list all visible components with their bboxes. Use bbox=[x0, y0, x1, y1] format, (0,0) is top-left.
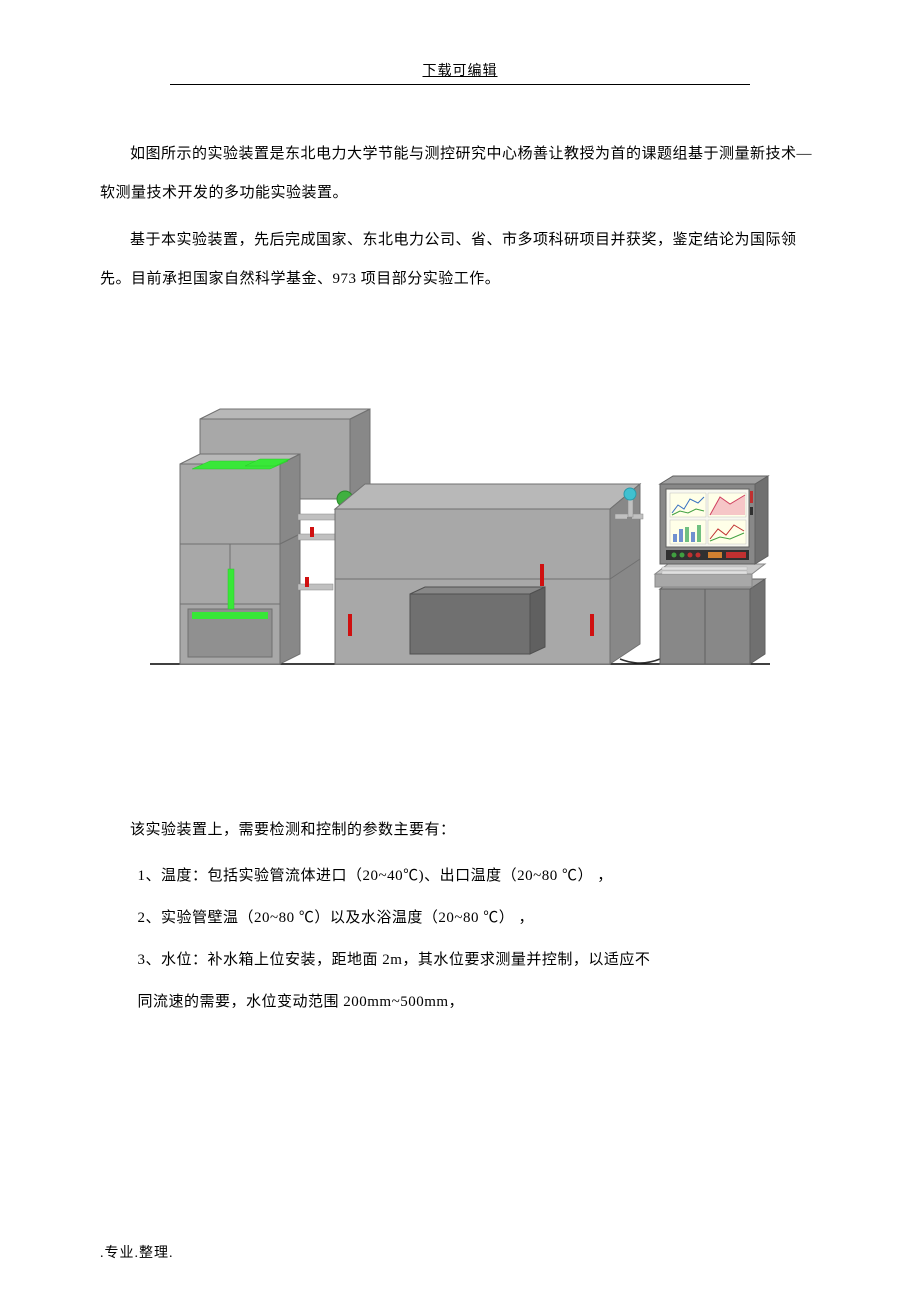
figure-container bbox=[100, 369, 820, 689]
paragraph-1: 如图所示的实验装置是东北电力大学节能与测控研究中心杨善让教授为首的课题组基于测量… bbox=[100, 135, 820, 213]
equipment-diagram bbox=[150, 369, 770, 689]
control-console bbox=[655, 476, 768, 664]
header-underline bbox=[170, 84, 750, 85]
params-intro: 该实验装置上，需要检测和控制的参数主要有： bbox=[100, 809, 820, 851]
page-footer: .专业.整理. bbox=[100, 1242, 174, 1262]
param-item-3: 3、水位：补水箱上位安装，距地面 2m，其水位要求测量并控制，以适应不 bbox=[105, 939, 821, 981]
left-lower-section bbox=[180, 534, 300, 664]
param-continuation: 同流速的需要，水位变动范围 200mm~500mm， bbox=[100, 981, 820, 1023]
main-machine bbox=[335, 484, 640, 664]
page-header: 下载可编辑 bbox=[100, 60, 820, 80]
param-item-2: 2、实验管壁温（20~80 ℃）以及水浴温度（20~80 ℃） ， bbox=[105, 897, 821, 939]
paragraph-2: 基于本实验装置，先后完成国家、东北电力公司、省、市多项科研项目并获奖，鉴定结论为… bbox=[100, 221, 820, 299]
param-item-1: 1、温度：包括实验管流体进口（20~40℃)、出口温度（20~80 ℃） ， bbox=[105, 855, 821, 897]
left-upper-tank bbox=[180, 454, 300, 544]
